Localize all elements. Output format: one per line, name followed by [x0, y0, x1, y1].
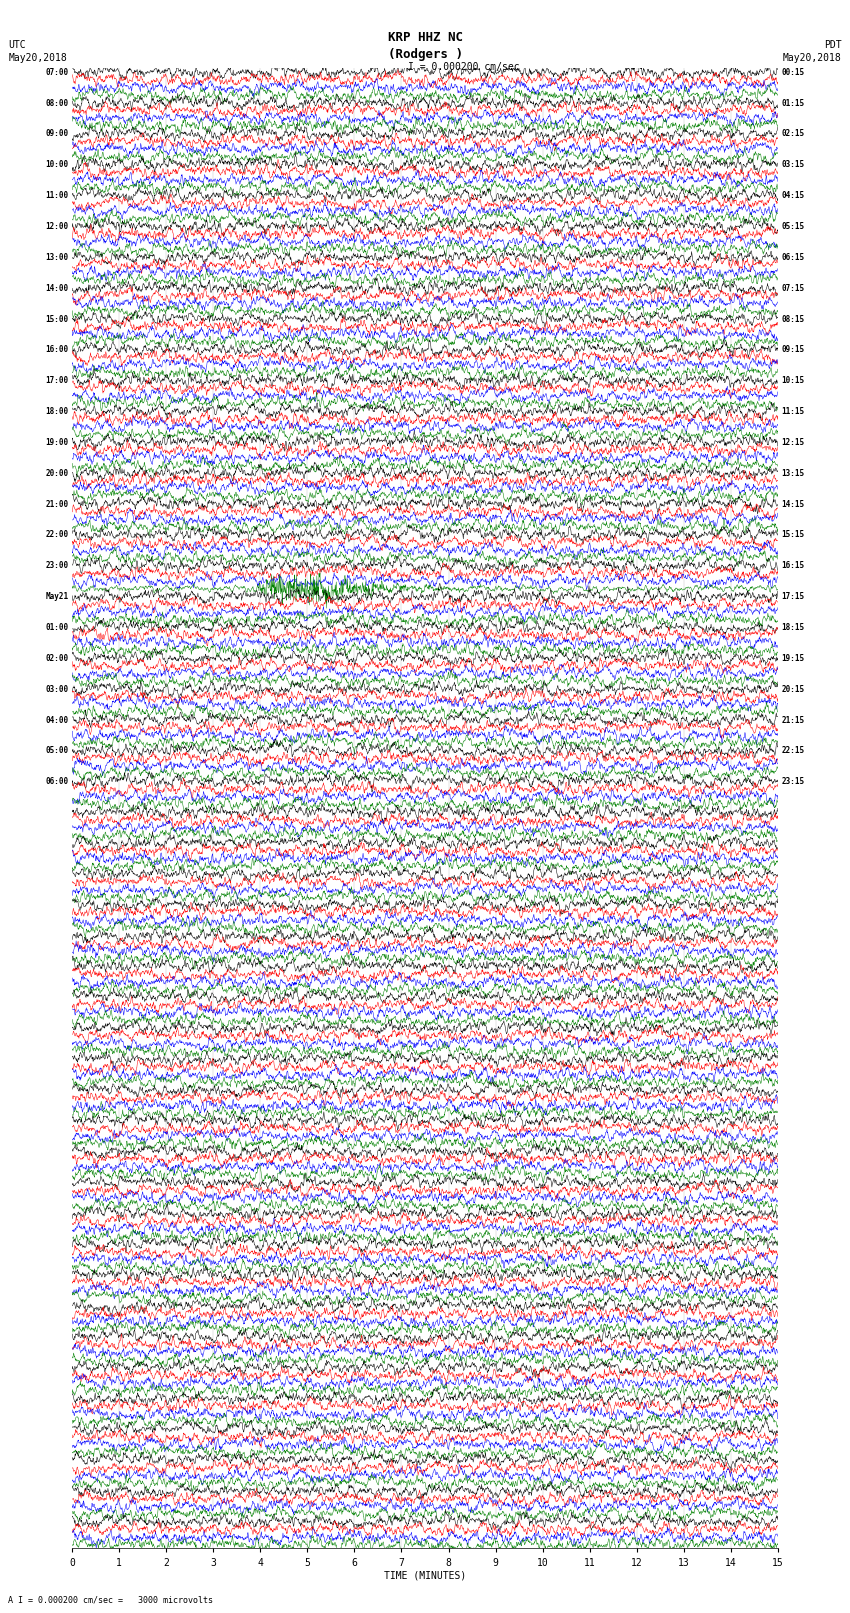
Text: 05:15: 05:15	[781, 223, 804, 231]
Text: 14:00: 14:00	[46, 284, 69, 292]
Text: 23:15: 23:15	[781, 777, 804, 786]
Text: 11:15: 11:15	[781, 406, 804, 416]
Text: (Rodgers ): (Rodgers )	[388, 48, 462, 61]
Text: 04:15: 04:15	[781, 192, 804, 200]
Text: 10:15: 10:15	[781, 376, 804, 386]
Text: 05:00: 05:00	[46, 747, 69, 755]
Text: May20,2018: May20,2018	[8, 53, 67, 63]
Text: 17:15: 17:15	[781, 592, 804, 602]
Text: 18:00: 18:00	[46, 406, 69, 416]
Text: 03:00: 03:00	[46, 686, 69, 694]
Text: I = 0.000200 cm/sec: I = 0.000200 cm/sec	[408, 63, 519, 73]
Text: 01:15: 01:15	[781, 98, 804, 108]
Text: 19:15: 19:15	[781, 653, 804, 663]
Text: 11:00: 11:00	[46, 192, 69, 200]
Text: May20,2018: May20,2018	[783, 53, 842, 63]
Text: 06:15: 06:15	[781, 253, 804, 261]
Text: 12:00: 12:00	[46, 223, 69, 231]
Text: 08:15: 08:15	[781, 315, 804, 324]
Text: UTC: UTC	[8, 40, 26, 50]
Text: 14:15: 14:15	[781, 500, 804, 508]
Text: May21: May21	[46, 592, 69, 602]
Text: 08:00: 08:00	[46, 98, 69, 108]
Text: 02:15: 02:15	[781, 129, 804, 139]
Text: 16:00: 16:00	[46, 345, 69, 355]
Text: 22:00: 22:00	[46, 531, 69, 539]
Text: 07:15: 07:15	[781, 284, 804, 292]
Text: 18:15: 18:15	[781, 623, 804, 632]
Text: 17:00: 17:00	[46, 376, 69, 386]
Text: 00:15: 00:15	[781, 68, 804, 77]
Text: 06:00: 06:00	[46, 777, 69, 786]
Text: PDT: PDT	[824, 40, 842, 50]
Text: 20:00: 20:00	[46, 469, 69, 477]
Text: 16:15: 16:15	[781, 561, 804, 571]
Text: 01:00: 01:00	[46, 623, 69, 632]
Text: 13:15: 13:15	[781, 469, 804, 477]
Text: KRP HHZ NC: KRP HHZ NC	[388, 31, 462, 44]
Text: A I = 0.000200 cm/sec =   3000 microvolts: A I = 0.000200 cm/sec = 3000 microvolts	[8, 1595, 213, 1605]
Text: 03:15: 03:15	[781, 160, 804, 169]
X-axis label: TIME (MINUTES): TIME (MINUTES)	[384, 1571, 466, 1581]
Text: 02:00: 02:00	[46, 653, 69, 663]
Text: 13:00: 13:00	[46, 253, 69, 261]
Text: 12:15: 12:15	[781, 439, 804, 447]
Text: 09:15: 09:15	[781, 345, 804, 355]
Text: 22:15: 22:15	[781, 747, 804, 755]
Text: 20:15: 20:15	[781, 686, 804, 694]
Text: 04:00: 04:00	[46, 716, 69, 724]
Text: 10:00: 10:00	[46, 160, 69, 169]
Text: 19:00: 19:00	[46, 439, 69, 447]
Text: 21:15: 21:15	[781, 716, 804, 724]
Text: 07:00: 07:00	[46, 68, 69, 77]
Text: 09:00: 09:00	[46, 129, 69, 139]
Text: 15:15: 15:15	[781, 531, 804, 539]
Text: 15:00: 15:00	[46, 315, 69, 324]
Text: 21:00: 21:00	[46, 500, 69, 508]
Text: 23:00: 23:00	[46, 561, 69, 571]
